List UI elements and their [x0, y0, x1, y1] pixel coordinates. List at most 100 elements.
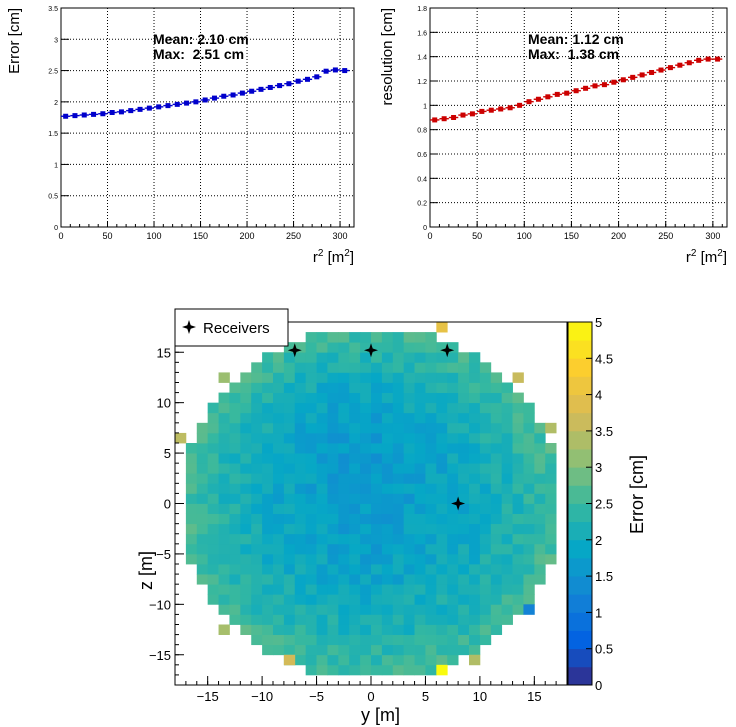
heatmap-cell	[185, 523, 198, 535]
heatmap-cell	[305, 392, 317, 404]
heatmap-cell	[403, 584, 415, 595]
heatmap-cell	[273, 463, 285, 474]
heatmap-cell-outlier	[283, 654, 296, 666]
heatmap-cell	[447, 422, 459, 434]
heatmap-cell	[360, 594, 372, 605]
heatmap-cell	[273, 624, 285, 635]
x-tick-label: 50	[103, 231, 113, 241]
heatmap-cell	[316, 553, 328, 565]
heatmap-cell	[469, 422, 481, 434]
heatmap-cell	[490, 392, 503, 404]
heatmap-cell	[447, 644, 459, 656]
heatmap-cell	[414, 453, 426, 464]
heatmap-cell	[479, 362, 492, 373]
data-point	[439, 116, 449, 122]
heatmap-cell	[305, 372, 317, 383]
heatmap-cell	[469, 362, 481, 373]
heatmap-cell	[436, 392, 448, 404]
y-tick-label: 1.2	[417, 79, 427, 86]
heatmap-cell	[360, 422, 372, 434]
heatmap-cell	[425, 553, 437, 565]
heatmap-cell	[327, 594, 339, 605]
heatmap-cell	[469, 372, 481, 383]
marker	[620, 77, 626, 83]
heatmap-cell	[229, 574, 241, 585]
heatmap-cell	[251, 473, 263, 484]
heatmap-cell	[316, 352, 328, 363]
heatmap-cell	[479, 634, 492, 646]
heatmap-cell	[479, 382, 492, 393]
heatmap-cell	[425, 543, 437, 555]
heatmap-cell	[349, 412, 361, 424]
heatmap-cell	[327, 584, 339, 595]
heatmap-cell	[447, 372, 459, 383]
data-point	[219, 93, 229, 99]
x-label-sup: 2	[318, 248, 324, 259]
heatmap-cell	[436, 493, 448, 504]
heatmap-cell	[447, 362, 459, 373]
legend-label: Receivers	[203, 320, 270, 337]
marker	[304, 76, 310, 82]
heatmap-cell	[207, 432, 219, 444]
heatmap-cell	[349, 574, 361, 585]
heatmap-cell	[545, 553, 557, 565]
heatmap-cell	[414, 473, 426, 484]
heatmap-cell	[371, 392, 383, 404]
heatmap-cell	[381, 342, 394, 353]
heatmap-cell	[294, 473, 307, 484]
heatmap-cell	[294, 624, 307, 635]
marker	[498, 106, 504, 112]
heatmap-cell	[207, 533, 219, 545]
heatmap-cell	[273, 594, 285, 605]
heatmap-cell	[512, 543, 524, 555]
heatmap-cell	[469, 392, 481, 404]
heatmap-cell	[458, 584, 470, 595]
heatmap-cell	[196, 463, 209, 474]
heatmap-cell	[371, 604, 383, 615]
heatmap-cell	[425, 342, 437, 353]
heatmap-cell	[316, 564, 328, 575]
heatmap-cell-outlier	[175, 432, 187, 444]
heatmap-cell	[381, 604, 394, 615]
heatmap-cell	[381, 654, 394, 666]
heatmap-cell	[327, 614, 339, 625]
marker	[128, 108, 134, 114]
data-points	[61, 67, 350, 119]
heatmap-cell	[294, 564, 307, 575]
data-point	[552, 91, 562, 97]
heatmap-cell	[414, 392, 426, 404]
heatmap-cell	[403, 473, 415, 484]
heatmap-cell	[403, 382, 415, 393]
heatmap-cell	[414, 624, 426, 635]
plot-frame	[429, 7, 728, 228]
heatmap-cell	[294, 422, 307, 434]
heatmap-cell	[273, 432, 285, 444]
axis-ticks: 0 50 100 150 200 250 300 0 0.2 0.4 0.6 0.8 1 1.2 1.4 1.…	[417, 6, 723, 241]
color-bar-band	[568, 576, 592, 595]
heatmap-cell	[229, 493, 241, 504]
heatmap-cell	[425, 352, 437, 363]
heatmap-cell	[501, 503, 513, 514]
heatmap-cell	[479, 523, 492, 535]
heatmap-cell	[305, 473, 317, 484]
heatmap-cell	[447, 594, 459, 605]
heatmap-cell	[262, 412, 274, 424]
heatmap-cell	[534, 513, 546, 525]
grid	[430, 8, 727, 227]
heatmap-cell	[240, 402, 252, 414]
heatmap-cell	[469, 463, 481, 474]
y-tick-label: 15	[157, 345, 171, 360]
heatmap-cell	[501, 513, 513, 525]
heatmap-cell	[185, 513, 198, 525]
heatmap-cell	[545, 513, 557, 525]
heatmap-cell	[512, 432, 524, 444]
heatmap-cell	[425, 503, 437, 514]
heatmap-cell	[327, 523, 339, 535]
heatmap-cell	[196, 523, 209, 535]
heatmap-cell	[360, 342, 372, 353]
heatmap-cell	[447, 624, 459, 635]
heatmap-cell	[458, 553, 470, 565]
data-point	[181, 100, 192, 106]
x-tick-label: 150	[564, 231, 579, 241]
x-label-sup: 2	[691, 248, 697, 259]
